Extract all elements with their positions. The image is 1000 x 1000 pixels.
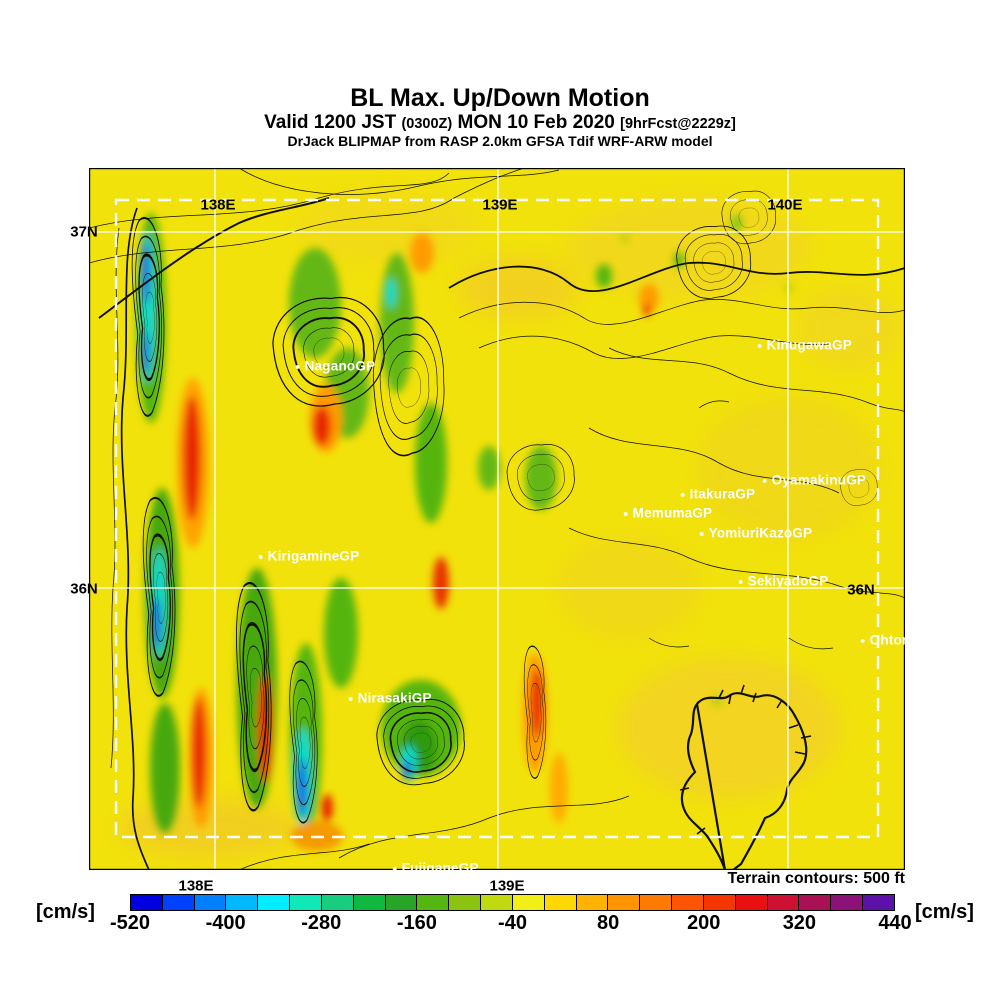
colorbar-segment [131, 895, 163, 910]
colorbar-tick-label: 80 [597, 912, 620, 934]
site-name: NaganoGP [304, 358, 376, 374]
colorbar-segment [353, 895, 386, 910]
site-dot-icon: ● [680, 489, 686, 499]
colorbar-segment [226, 895, 259, 910]
valid-zulu: (0300Z) [401, 116, 453, 132]
site-marker-MemumaGP: ● MemumaGP [623, 506, 712, 521]
site-name: SekiyadoGP [747, 573, 829, 589]
valid-date: MON 10 Feb 2020 [457, 112, 615, 133]
site-name: YomiuriKazoGP [708, 525, 813, 541]
site-marker-NaganoGP: ● NaganoGP [295, 359, 375, 374]
site-name: MemumaGP [632, 505, 713, 521]
colorbar-segment [162, 895, 195, 910]
site-dot-icon: ● [757, 340, 763, 350]
colorbar-segment [799, 895, 832, 910]
model-line: DrJack BLIPMAP from RASP 2.0km GFSA Tdif… [287, 133, 713, 149]
colorbar-tick-label: -160 [396, 912, 437, 934]
site-name: NirasakiGP [357, 690, 432, 706]
colorbar-segment [512, 895, 545, 910]
colorbar-segment [831, 895, 864, 910]
colorbar-segment [703, 895, 736, 910]
colorbar-unit-left: [cm/s] [36, 901, 95, 923]
map-panel: 138E 139E 140E 36N ● NaganoGP ● KinugawaGP ●… [89, 168, 905, 870]
colorbar-segment [544, 895, 577, 910]
site-marker-SekiyadoGP: ● SekiyadoGP [738, 574, 828, 589]
site-dot-icon: ● [738, 576, 744, 586]
site-dot-icon: ● [860, 635, 866, 645]
site-marker-OyamakinuGP: ● OyamakinuGP [762, 473, 866, 488]
colorbar-tick-label: 320 [782, 912, 817, 934]
colorbar-segment [735, 895, 768, 910]
forecast-tag: [9hrFcst@2229z] [620, 116, 736, 132]
colorbar-segment [417, 895, 450, 910]
colorbar-ticks: -520 -400 -280 -160 -40 80 200 320 440 [110, 912, 912, 938]
site-marker-ItakuraGP: ● ItakuraGP [680, 487, 755, 502]
colorbar-segment [194, 895, 227, 910]
colorbar-tick-label: -40 [498, 912, 527, 934]
colorbar-tick-label: -280 [301, 912, 342, 934]
valid-prefix: Valid 1200 JST [264, 112, 397, 133]
page-title: BL Max. Up/Down Motion [350, 84, 650, 112]
site-dot-icon: ● [699, 528, 705, 538]
colorbar-segment [290, 895, 322, 910]
lon-label-bottom-138e: 138E [178, 877, 214, 895]
colorbar-tick-label: -400 [205, 912, 246, 934]
site-name: FujiganeGP [401, 860, 479, 871]
colorbar-segment [449, 895, 482, 910]
site-name: KirigamineGP [267, 548, 360, 564]
colorbar-unit-right: [cm/s] [915, 901, 974, 923]
lat-label-left-36n: 36N [70, 580, 98, 598]
valid-line: Valid 1200 JST (0300Z) MON 10 Feb 2020 [… [0, 112, 1000, 134]
site-name: OhtoneGP [869, 632, 905, 648]
site-marker-NirasakiGP: ● NirasakiGP [348, 691, 432, 706]
site-name: ItakuraGP [689, 486, 756, 502]
colorbar-segment [608, 895, 641, 910]
site-dot-icon: ● [623, 508, 629, 518]
site-name: OyamakinuGP [771, 472, 867, 488]
site-marker-FujiganeGP: ● FujiganeGP [392, 861, 479, 871]
lon-label-bottom-139e: 139E [489, 877, 525, 895]
terrain-contours-note: Terrain contours: 500 ft [727, 870, 905, 887]
site-dot-icon: ● [295, 361, 301, 371]
site-dot-icon: ● [258, 551, 264, 561]
colorbar-tick-label: 440 [878, 912, 912, 934]
site-marker-KinugawaGP: ● KinugawaGP [757, 338, 852, 353]
site-dot-icon: ● [392, 863, 398, 870]
colorbar-segment [863, 895, 894, 910]
colorbar-segment [258, 895, 291, 910]
lon-label-top-139e: 139E [482, 196, 518, 214]
lat-label-left-37n: 37N [70, 223, 98, 241]
lat-label-right-36n: 36N [847, 581, 875, 599]
colorbar-tick-label: 200 [687, 912, 721, 934]
lon-label-top-138e: 138E [200, 196, 236, 214]
lon-label-top-140e: 140E [767, 196, 803, 214]
site-marker-YomiuriKazoGP: ● YomiuriKazoGP [699, 526, 812, 541]
colorbar-tick-label: -520 [109, 912, 151, 934]
colorbar-segment [672, 895, 704, 910]
site-marker-KirigamineGP: ● KirigamineGP [258, 549, 359, 564]
site-marker-OhtoneGP: ●OhtoneGP [860, 633, 905, 648]
colorbar-segment [767, 895, 800, 910]
site-labels: ● NaganoGP ● KinugawaGP ● OyamakinuGP ● Itakura… [89, 168, 905, 871]
site-name: KinugawaGP [766, 337, 852, 353]
colorbar-segment [321, 895, 354, 910]
site-dot-icon: ● [762, 475, 768, 485]
site-dot-icon: ● [348, 693, 354, 703]
colorbar-segments [130, 894, 895, 911]
colorbar-segment [385, 895, 418, 910]
map-canvas [89, 168, 905, 870]
colorbar-segment [481, 895, 513, 910]
colorbar-segment [640, 895, 673, 910]
colorbar-segment [576, 895, 609, 910]
